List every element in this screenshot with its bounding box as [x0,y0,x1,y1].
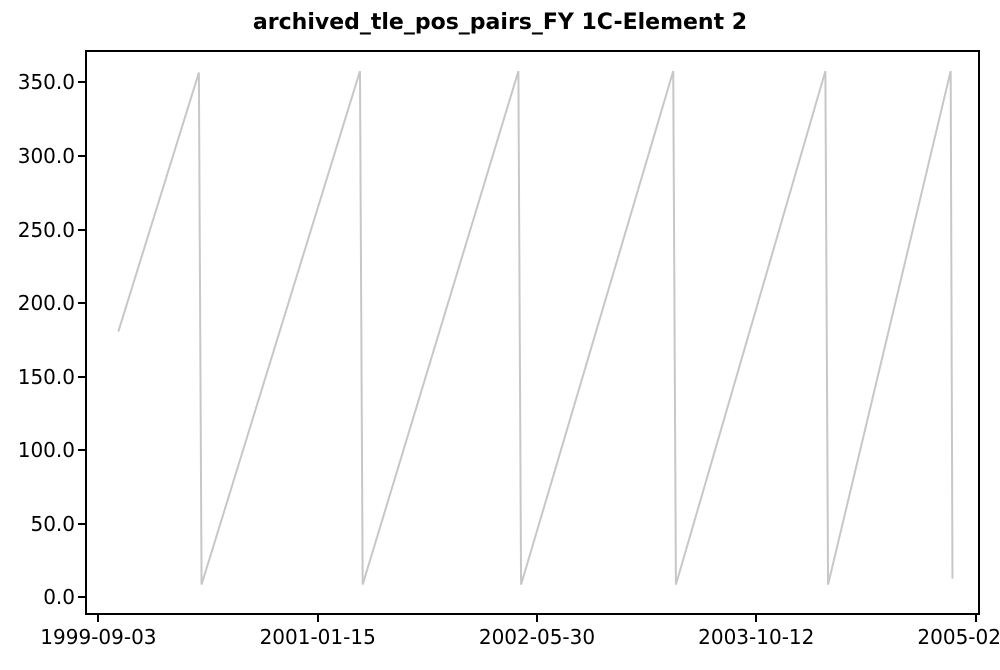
xtick-mark [97,615,99,622]
ytick-label: 350.0 [18,70,75,94]
ytick-label: 0.0 [43,585,75,609]
xtick-label: 1999-09-03 [40,625,156,649]
xtick-mark [536,615,538,622]
ytick-mark [78,596,85,598]
xtick-mark [755,615,757,622]
xtick-label: 2002-05-30 [479,625,595,649]
chart-title: archived_tle_pos_pairs_FY 1C-Element 2 [0,10,1000,35]
xtick-label: 2003-10-12 [698,625,814,649]
line-series [87,52,982,617]
xtick-mark [317,615,319,622]
ytick-mark [78,376,85,378]
xtick-mark [975,615,977,622]
ytick-label: 300.0 [18,144,75,168]
xtick-label: 2001-01-15 [260,625,376,649]
ytick-label: 50.0 [30,512,75,536]
ytick-mark [78,302,85,304]
ytick-mark [78,523,85,525]
xtick-label: 2005-02-23 [917,625,1000,649]
ytick-mark [78,155,85,157]
ytick-mark [78,449,85,451]
ytick-label: 100.0 [18,438,75,462]
plot-area [85,50,980,615]
ytick-mark [78,81,85,83]
ytick-label: 250.0 [18,218,75,242]
ytick-label: 150.0 [18,365,75,389]
series-polyline [118,71,952,585]
ytick-mark [78,229,85,231]
ytick-label: 200.0 [18,291,75,315]
chart-container: { "chart": { "type": "line", "title": "a… [0,0,1000,670]
